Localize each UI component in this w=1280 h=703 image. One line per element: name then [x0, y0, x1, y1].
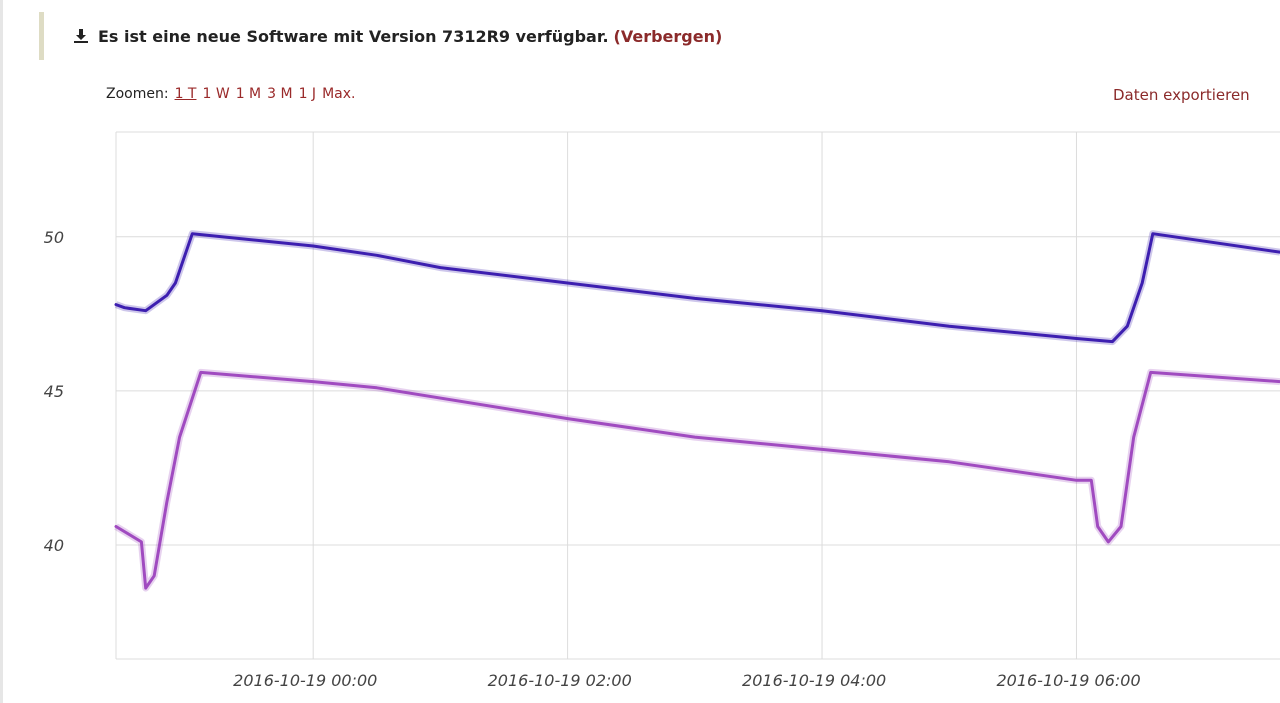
series-2-glow — [114, 368, 1280, 592]
download-icon — [74, 29, 88, 43]
x-tick-label: 2016-10-19 00:00 — [233, 671, 377, 690]
y-tick-label: 45 — [44, 382, 64, 401]
zoom-option-1-year[interactable]: 1 J — [298, 86, 317, 102]
update-notice: Es ist eine neue Software mit Version 73… — [39, 12, 944, 60]
zoom-option-max[interactable]: Max. — [322, 86, 356, 102]
window-left-edge — [0, 0, 3, 703]
update-notice-text: Es ist eine neue Software mit Version 73… — [98, 26, 609, 46]
series-1-line — [114, 232, 1280, 344]
x-tick-label: 2016-10-19 06:00 — [996, 671, 1140, 690]
zoom-option-1-day[interactable]: 1 T — [174, 86, 197, 102]
y-tick-label: 40 — [44, 536, 64, 555]
zoom-label: Zoomen: — [106, 86, 169, 102]
x-tick-label: 2016-10-19 02:00 — [488, 671, 632, 690]
zoom-controls: Zoomen: 1 T 1 W 1 M 3 M 1 J Max. — [106, 86, 355, 102]
hide-notice-link[interactable]: (Verbergen) — [613, 26, 723, 46]
export-data-link[interactable]: Daten exportieren — [1113, 86, 1250, 104]
x-tick-label: 2016-10-19 04:00 — [742, 671, 886, 690]
series-1-glow — [114, 230, 1280, 346]
series-2-line — [114, 370, 1280, 590]
zoom-option-1-month[interactable]: 1 M — [235, 86, 262, 102]
y-tick-label: 50 — [44, 228, 64, 247]
zoom-option-1-week[interactable]: 1 W — [202, 86, 230, 102]
zoom-option-3-months[interactable]: 3 M — [267, 86, 293, 102]
